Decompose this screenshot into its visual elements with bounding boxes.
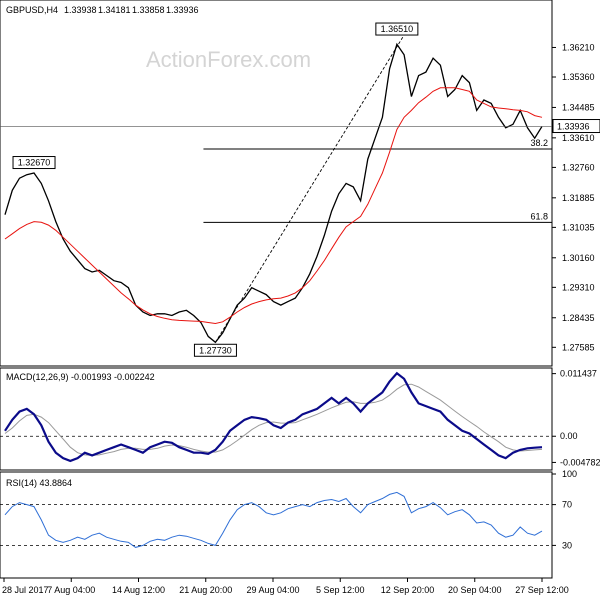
rsi-axis: 100 70 30: [552, 469, 577, 550]
price-tick-label: 1.30160: [562, 253, 595, 263]
time-tick-label: 28 Jul 2017: [2, 585, 49, 595]
swing-label: 1.32670: [18, 158, 51, 168]
time-tick-label: 7 Aug 04:00: [47, 585, 95, 595]
price-tick-label: 1.29310: [562, 282, 595, 292]
macd-title: MACD(12,26,9) -0.001993 -0.002242: [6, 372, 155, 382]
current-price-label: 1.33936: [557, 122, 590, 132]
rsi-tick-label: 100: [562, 469, 577, 479]
price-tick-label: 1.36210: [562, 42, 595, 52]
price-lines: [4, 42, 543, 344]
time-tick-label: 27 Sep 12:00: [515, 585, 569, 595]
macd-axis: 0.011437 0.00 -0.004782: [552, 369, 600, 467]
time-tick-label: 14 Aug 12:00: [112, 585, 165, 595]
price-pane: ActionForex.com GBPUSD,H4 1.33938 1.3418…: [0, 0, 600, 367]
price-tick-label: 1.34485: [562, 102, 595, 112]
symbol-info: GBPUSD,H4: [6, 5, 58, 15]
ohlc-high: 1.34181: [98, 5, 131, 15]
rsi-lines: [0, 491, 552, 548]
price-tick-label: 1.28435: [562, 313, 595, 323]
moving-average-line: [4, 87, 543, 325]
rsi-title: RSI(14) 43.8864: [6, 478, 72, 488]
macd-tick-label: -0.004782: [560, 457, 600, 467]
macd-tick-label: 0.00: [560, 431, 578, 441]
price-tick-label: 1.33610: [562, 133, 595, 143]
swing-label: 1.27730: [199, 345, 232, 355]
swing-label: 1.36510: [381, 24, 414, 34]
price-axis: 1.36210 1.35360 1.34485 1.33610 1.32760 1.318…: [0, 42, 600, 352]
price-pane-frame: [0, 0, 553, 367]
price-tick-label: 1.32760: [562, 162, 595, 172]
macd-pane-frame: [0, 367, 553, 471]
swing-labels: 1.32670 1.27730 1.36510: [12, 22, 419, 357]
macd-pane: MACD(12,26,9) -0.001993 -0.002242 0.0114…: [0, 367, 600, 471]
rsi-tick-label: 30: [562, 540, 572, 550]
price-tick-label: 1.31035: [562, 222, 595, 232]
current-price-box: [552, 119, 600, 134]
price-tick-label: 1.35360: [562, 72, 595, 82]
price-series-line: [4, 42, 543, 344]
time-tick-label: 5 Sep 12:00: [316, 585, 365, 595]
macd-tick-label: 0.011437: [560, 369, 597, 379]
price-tick-label: 1.31885: [562, 193, 595, 203]
price-tick-label: 1.27585: [562, 342, 595, 352]
rsi-pane-frame: [0, 471, 553, 579]
time-tick-label: 29 Aug 04:00: [246, 585, 299, 595]
time-tick-label: 21 Aug 20:00: [179, 585, 232, 595]
ohlc-close: 1.33936: [166, 5, 199, 15]
swing-label-box: [193, 343, 237, 357]
rsi-pane: RSI(14) 43.8864 100 70 30: [0, 469, 577, 579]
fib-levels: 38.2 61.8: [203, 138, 552, 223]
macd-lines: [0, 371, 552, 463]
swing-label-box: [12, 156, 56, 170]
ohlc-open: 1.33938: [64, 5, 97, 15]
rsi-line: [4, 491, 543, 548]
ohlc-low: 1.33858: [132, 5, 165, 15]
swing-label-box: [375, 22, 419, 36]
fib-label: 61.8: [530, 211, 548, 221]
fib-label: 38.2: [530, 138, 548, 148]
time-tick-label: 20 Sep 04:00: [448, 585, 502, 595]
watermark: ActionForex.com: [146, 47, 311, 72]
time-tick-label: 12 Sep 20:00: [381, 585, 435, 595]
price-header: GBPUSD,H4 1.33938 1.34181 1.33858 1.3393…: [6, 5, 199, 15]
macd-main-line: [4, 371, 543, 463]
rsi-tick-label: 70: [562, 500, 572, 510]
